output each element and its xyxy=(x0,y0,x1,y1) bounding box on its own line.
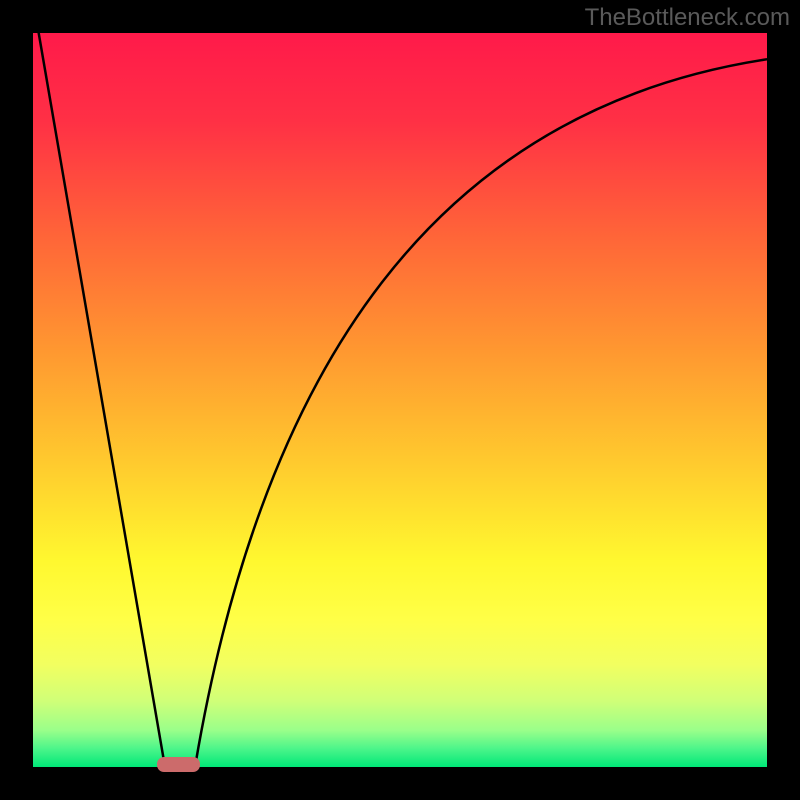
bottleneck-chart xyxy=(0,0,800,800)
optimal-marker xyxy=(157,757,200,772)
watermark-text: TheBottleneck.com xyxy=(585,4,790,32)
chart-container: TheBottleneck.com xyxy=(0,0,800,800)
gradient-background xyxy=(33,33,767,767)
